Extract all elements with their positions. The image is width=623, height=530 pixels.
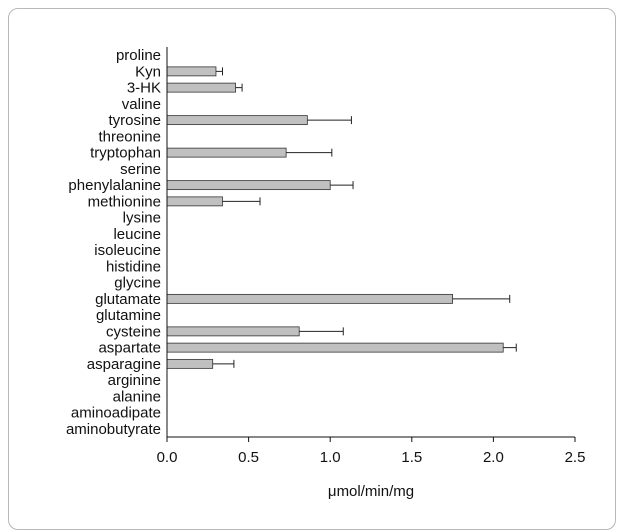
category-label: aspartate [98,340,161,357]
bar [166,196,223,207]
category-label: glutamate [95,291,161,308]
bar [166,82,236,93]
bar [166,115,308,126]
category-label: tyrosine [108,112,161,129]
bar [166,358,214,369]
category-label: tryptophan [90,145,161,162]
category-labels-group: prolineKyn3-HKvalinetyrosinethreoninetry… [66,47,161,438]
bar [166,66,217,77]
x-tick-label: 2.0 [483,449,504,466]
category-label: isoleucine [94,242,161,259]
x-tick-label: 1.0 [320,449,341,466]
category-label: leucine [113,226,161,243]
category-label: methionine [88,193,161,210]
category-label: cysteine [106,323,161,340]
bar [166,293,454,304]
x-tick-label: 2.5 [565,449,586,466]
category-label: phenylalanine [68,177,161,194]
category-label: Kyn [135,63,161,80]
bar [166,342,504,353]
category-label: valine [122,96,161,113]
category-label: threonine [98,128,161,145]
bar [166,147,287,158]
category-label: glycine [114,275,161,292]
x-tick-label: 0.5 [238,449,259,466]
x-tick-label: 1.5 [401,449,422,466]
error-bars-group [212,67,517,368]
bars-group [166,66,504,369]
x-axis-label: μmol/min/mg [328,483,414,500]
category-label: proline [116,47,161,64]
category-label: aminoadipate [71,405,161,422]
bar-chart: prolineKyn3-HKvalinetyrosinethreoninetry… [66,47,586,500]
category-label: 3-HK [127,80,161,97]
category-label: histidine [106,258,161,275]
bar [166,326,300,337]
category-label: arginine [108,372,161,389]
x-ticks-group: 0.0 0.5 1.0 1.5 2.0 2.5 [157,437,586,466]
x-tick-label: 0.0 [157,449,178,466]
bar [166,180,331,191]
category-label: asparagine [87,356,161,373]
category-label: glutamine [96,307,161,324]
chart-frame [8,8,616,530]
category-label: serine [120,161,161,178]
category-label: alanine [113,388,161,405]
category-label: aminobutyrate [66,421,161,438]
category-label: lysine [123,210,161,227]
